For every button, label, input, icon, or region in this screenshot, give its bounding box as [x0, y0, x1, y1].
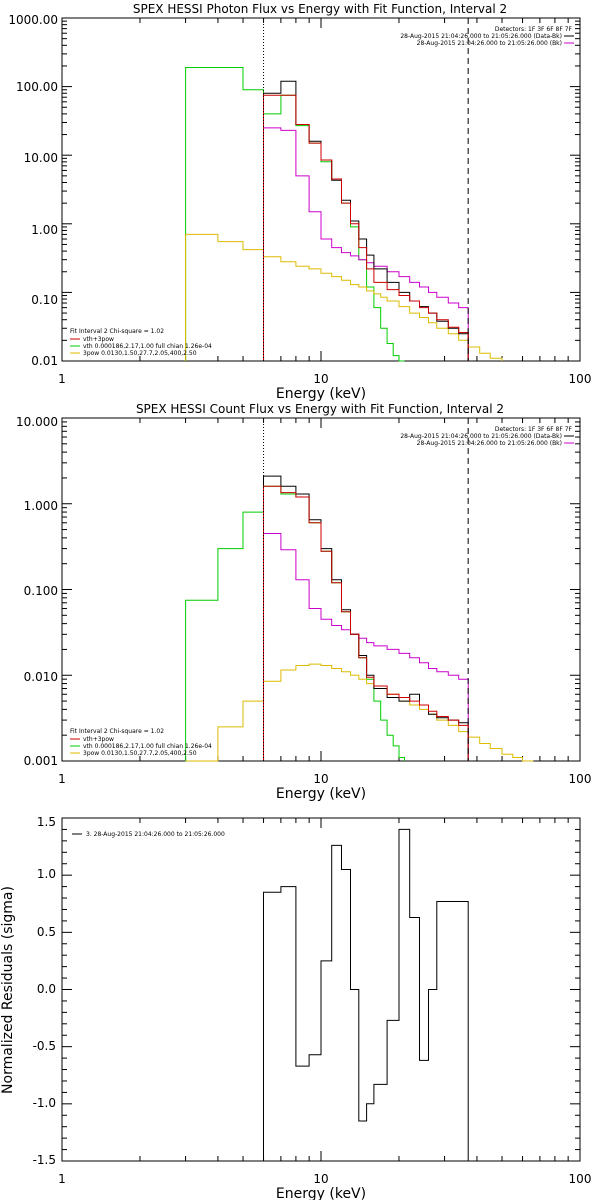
count-plot-frame: [61, 417, 581, 762]
photon-axis-ticks: [61, 18, 580, 362]
series-line-1: [185, 663, 534, 762]
count-xtick-label: 10: [313, 772, 328, 786]
residuals-axis-ticks: [61, 817, 580, 1162]
count-xtick-label: 1: [58, 772, 66, 786]
count-flux-panel: SPEX HESSI Count Flux vs Energy with Fit…: [16, 402, 591, 802]
residuals-xtick-label: 100: [569, 1172, 592, 1186]
residuals-xaxis-label: Energy (keV): [276, 1186, 366, 1200]
residuals-yaxis-label: Normalized Residuals (sigma): [0, 886, 16, 1094]
photon-chart-title: SPEX HESSI Photon Flux vs Energy with Fi…: [133, 2, 507, 16]
series-line-2: [263, 127, 469, 361]
photon-series-group: [185, 67, 503, 362]
residuals-panel: -1.5 -1.0 -0.5 0.0 0.5 1.0 1.5 1 10 100 …: [0, 815, 591, 1200]
photon-ytick-label: 10.00: [24, 151, 58, 165]
series-line-3: [263, 80, 469, 361]
photon-ytick-label: 0.10: [31, 293, 58, 307]
series-line-0: [263, 828, 469, 1161]
photon-xtick-label: 1: [58, 372, 66, 386]
photon-flux-panel: SPEX HESSI Photon Flux vs Energy with Fi…: [8, 2, 591, 402]
count-fit-range-lines: [263, 418, 469, 761]
photon-ytick-label: 0.01: [31, 354, 58, 368]
count-bk-label: 28-Aug-2015 21:04:26.000 to 21:05:26.000…: [417, 440, 562, 447]
count-fit-interval-text: Fit Interval 2 Chi-square = 1.02: [70, 728, 164, 735]
residuals-ytick-label: -1.0: [33, 1096, 56, 1110]
residuals-ytick-label: -0.5: [33, 1039, 56, 1053]
count-series-group: [185, 475, 534, 762]
residuals-series-group: [263, 828, 469, 1161]
series-line-4: [263, 94, 469, 361]
count-chart-title: SPEX HESSI Count Flux vs Energy with Fit…: [136, 402, 504, 416]
photon-xtick-label: 100: [569, 372, 592, 386]
photon-fit-interval-text: Fit Interval 2 Chi-square = 1.02: [70, 328, 164, 335]
count-xtick-label: 100: [569, 772, 592, 786]
count-xaxis-label: Energy (keV): [276, 786, 366, 802]
count-ytick-label: 0.100: [24, 584, 58, 598]
photon-vth-label: vth 0.000186,2.17,1.00 full chian 1.26e-…: [83, 343, 212, 350]
residuals-ytick-label: 1.0: [37, 867, 56, 881]
series-line-0: [185, 485, 405, 761]
residuals-xtick-label: 1: [58, 1172, 66, 1186]
series-line-3: [263, 475, 469, 761]
photon-plot-frame: [61, 17, 581, 362]
residuals-ytick-label: 0.5: [37, 925, 56, 939]
residuals-ytick-label: 0.0: [37, 982, 56, 996]
series-line-2: [263, 533, 469, 761]
residuals-legend-label: 3. 28-Aug-2015 21:04:26.000 to 21:05:26.…: [86, 831, 225, 838]
photon-ytick-label: 100.00: [16, 80, 58, 94]
count-detectors-text: Detectors: 1F 3F 6F 8F 7F: [495, 426, 573, 433]
photon-ytick-label: 1.00: [31, 223, 58, 237]
count-ytick-label: 10.000: [16, 415, 58, 429]
count-data-bk-label: 28-Aug-2015 21:04:26.000 to 21:05:26.000…: [400, 433, 562, 440]
count-3pow-label: 3pow 0.0130,1.50,27.7,2.05,400,2.50: [83, 750, 197, 757]
count-ytick-label: 0.010: [24, 670, 58, 684]
photon-xtick-label: 10: [313, 372, 328, 386]
photon-model-label: vth+3pow: [83, 336, 114, 343]
photon-detectors-text: Detectors: 1F 3F 6F 8F 7F: [495, 26, 573, 33]
series-line-0: [185, 67, 405, 362]
photon-bk-label: 28-Aug-2015 21:04:26.000 to 21:05:26.000…: [417, 40, 562, 47]
photon-fit-range-lines: [263, 18, 469, 361]
series-line-4: [263, 485, 469, 761]
series-line-1: [185, 233, 503, 361]
photon-ytick-label: 1000.00: [8, 13, 58, 27]
photon-data-bk-label: 28-Aug-2015 21:04:26.000 to 21:05:26.000…: [400, 33, 562, 40]
residuals-xtick-label: 10: [313, 1172, 328, 1186]
photon-xaxis-label: Energy (keV): [276, 386, 366, 402]
residuals-ytick-label: -1.5: [33, 1153, 56, 1167]
count-axis-ticks: [61, 418, 580, 762]
residuals-ytick-label: 1.5: [37, 815, 56, 829]
photon-3pow-label: 3pow 0.0130,1.50,27.7,2.05,400,2.50: [83, 350, 197, 357]
count-ytick-label: 0.001: [24, 754, 58, 768]
count-model-label: vth+3pow: [83, 736, 114, 743]
count-vth-label: vth 0.000186,2.17,1.00 full chian 1.26e-…: [83, 743, 212, 750]
count-ytick-label: 1.000: [24, 499, 58, 513]
